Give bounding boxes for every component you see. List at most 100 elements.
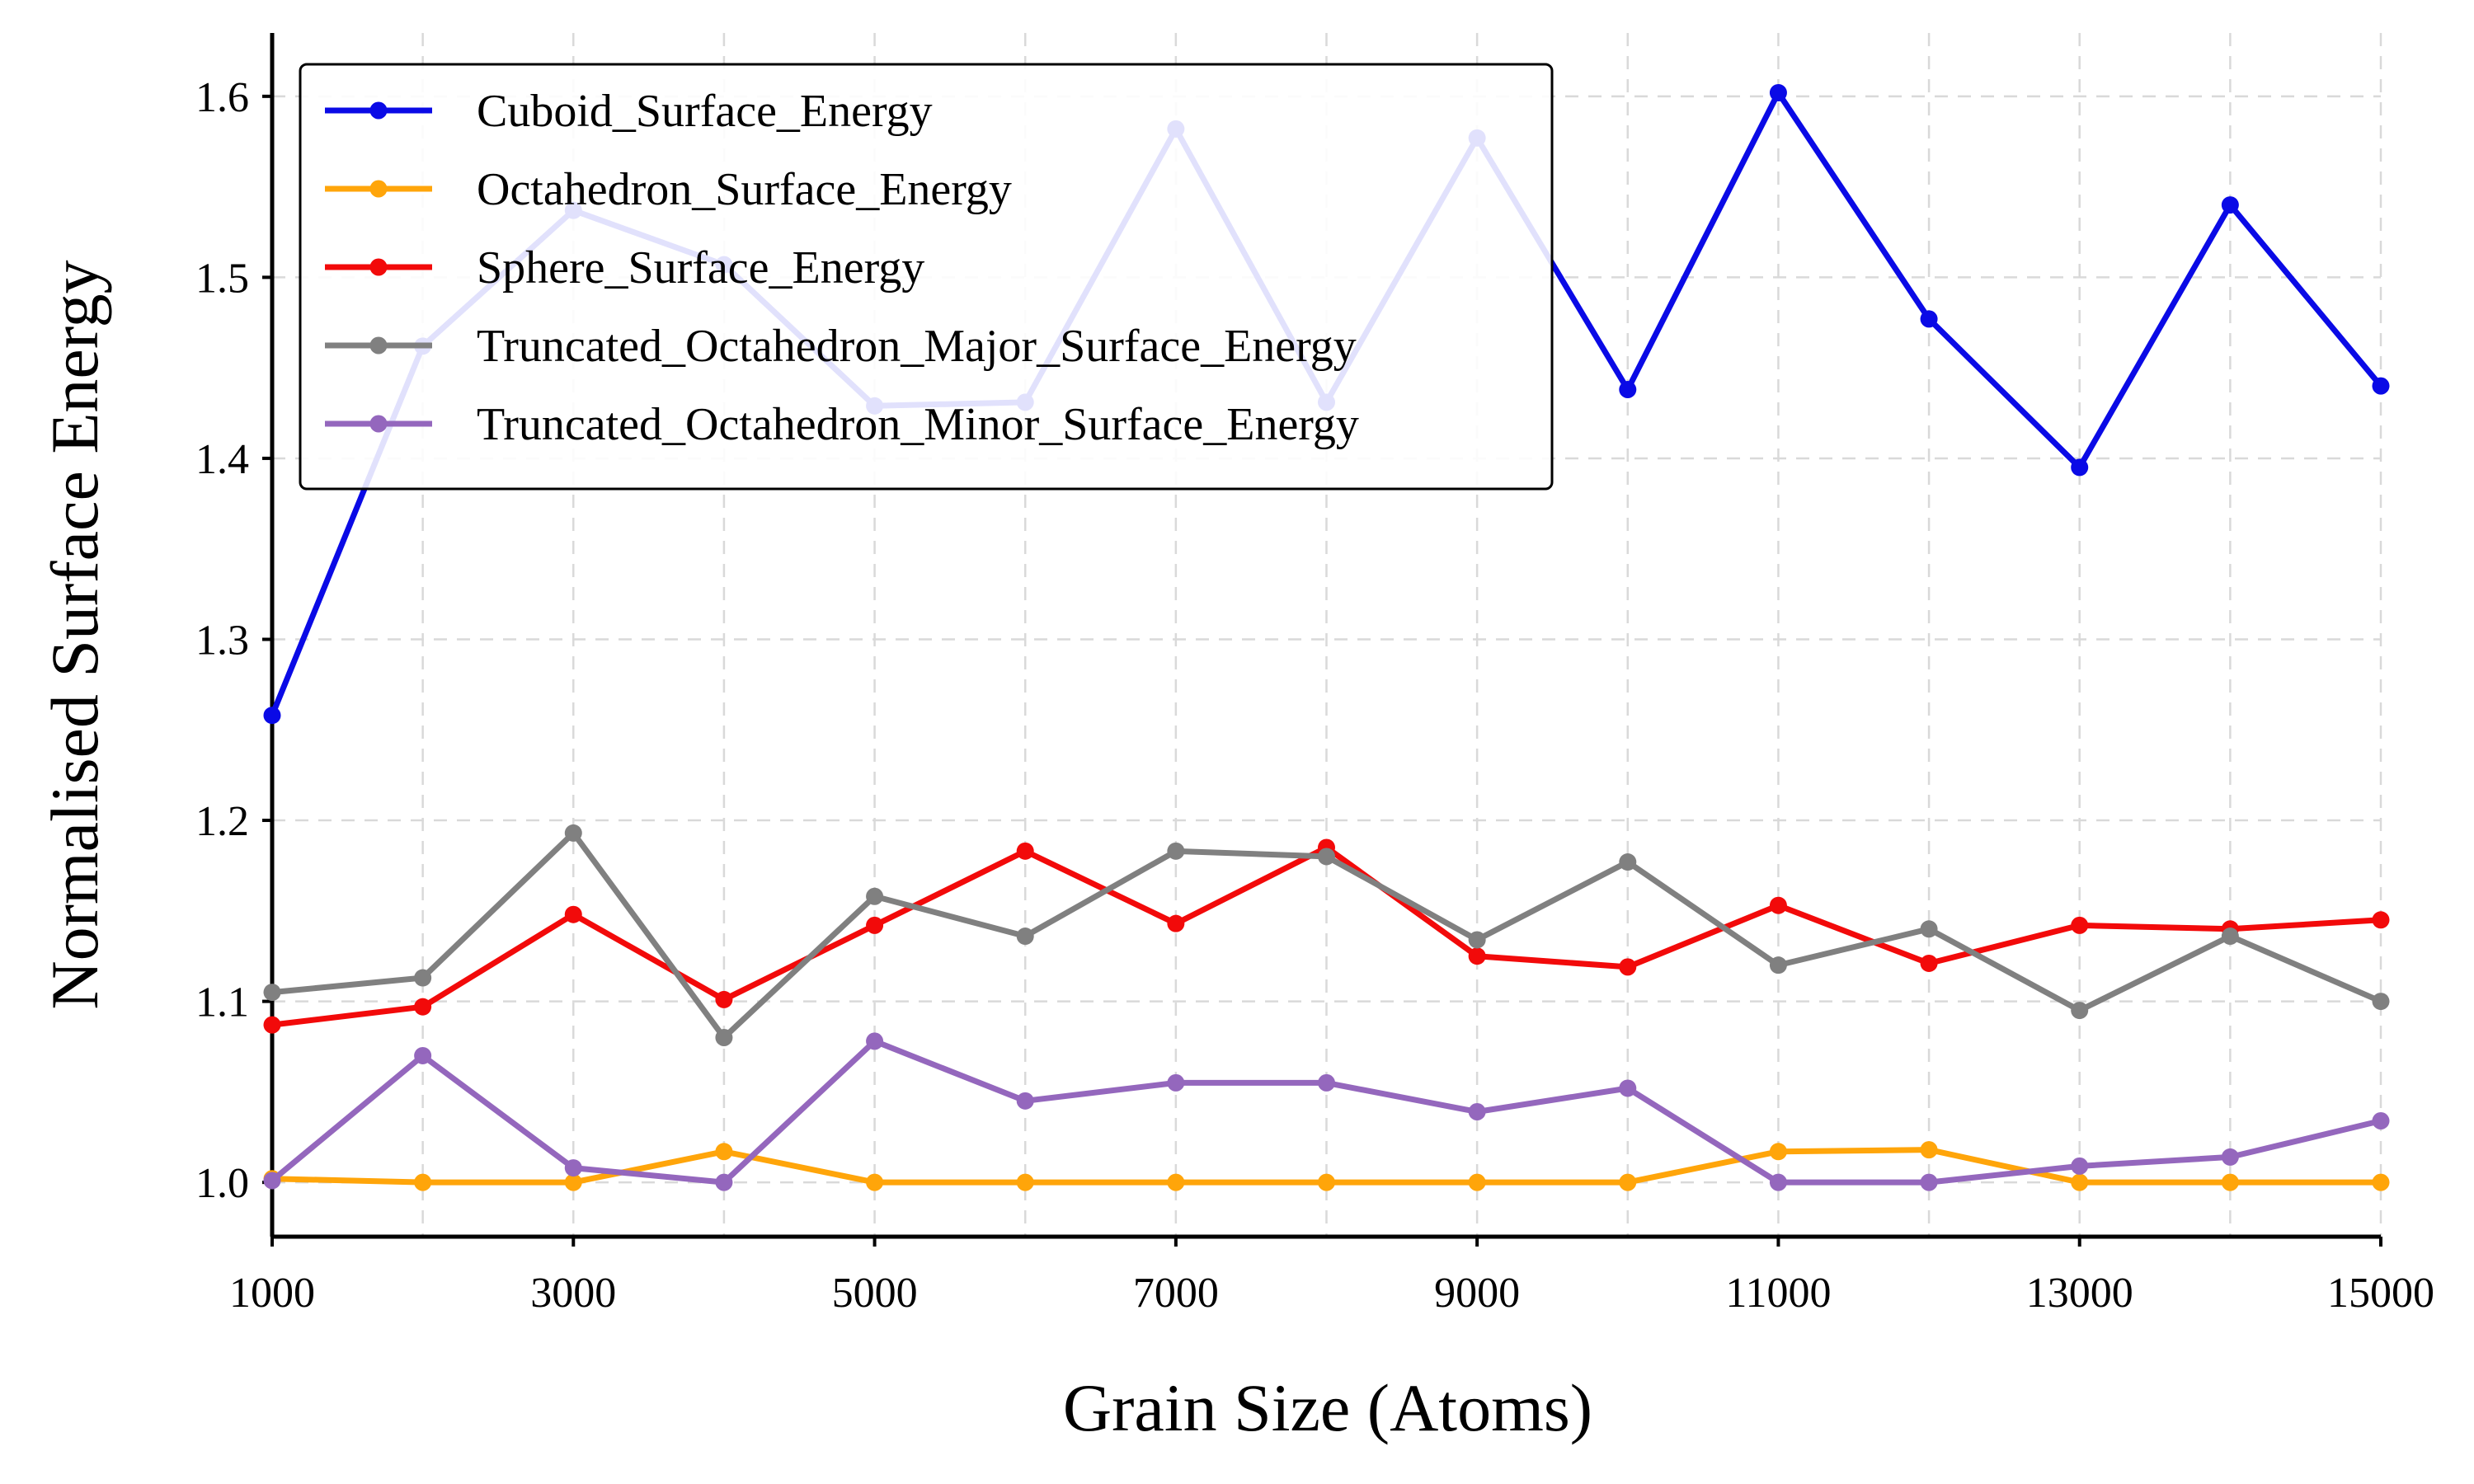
data-point [414,1046,432,1064]
data-point [414,1173,432,1191]
x-tick-label: 15000 [2327,1270,2434,1317]
data-point [2372,911,2390,929]
series-Truncated_Octahedron_Major_Surface_Energy [263,824,2390,1046]
data-point [1920,1173,1938,1191]
data-point [2071,1173,2089,1191]
data-point [1318,1073,1335,1092]
legend: Cuboid_Surface_Energy Octahedron_Surface_… [299,63,1554,491]
data-point [2071,1002,2089,1020]
data-point [2372,1173,2390,1191]
legend-item: Cuboid_Surface_Energy [325,86,933,137]
data-point [2071,916,2089,934]
legend-item: Truncated_Octahedron_Major_Surface_Energ… [325,321,1357,372]
data-point [866,1032,884,1050]
data-point [564,905,582,923]
data-point [1468,1103,1486,1121]
legend-item: Sphere_Surface_Energy [325,242,924,294]
legend-box [299,63,1554,491]
data-point [866,1173,884,1191]
data-point [263,707,281,725]
data-point [2372,1111,2390,1129]
data-point [1769,1173,1787,1191]
legend-label: Octahedron_Surface_Energy [477,164,1012,215]
data-point [1619,1079,1637,1097]
data-point [866,887,884,905]
data-point [564,1159,582,1177]
data-point [414,969,432,987]
x-tick-label: 5000 [832,1270,918,1317]
x-tick-label: 11000 [1725,1270,1831,1317]
data-point [1619,853,1637,871]
data-point [715,990,733,1008]
legend-swatch-marker [369,415,388,433]
data-point [1920,954,1938,972]
data-point [2221,928,2239,946]
data-point [2071,458,2089,477]
legend-swatch-marker [369,101,388,120]
data-point [1920,920,1938,938]
series-layer [263,83,2390,1191]
data-point [2372,993,2390,1011]
data-point [2221,196,2239,214]
data-point [2221,1148,2239,1166]
data-point [1468,1173,1486,1191]
data-point [1167,1073,1185,1092]
data-point [1016,842,1034,860]
data-point [1318,1173,1335,1191]
axes-layer [270,33,2381,1239]
x-tick-label: 1000 [229,1270,315,1317]
data-point [1769,83,1787,101]
y-tick-label: 1.2 [195,798,249,845]
data-point [2071,1157,2089,1175]
data-point [1619,381,1637,399]
y-tick-label: 1.5 [195,255,249,302]
data-point [2221,1173,2239,1191]
data-point [1016,1092,1034,1110]
data-point [564,1173,582,1191]
legend-label: Cuboid_Surface_Energy [477,86,933,137]
data-point [263,1016,281,1034]
y-axis-title: Normalised Surface Energy [37,260,112,1009]
data-point [1619,1173,1637,1191]
data-point [1016,928,1034,946]
y-tick-label: 1.6 [195,74,249,121]
legend-label: Truncated_Octahedron_Minor_Surface_Energ… [477,399,1359,450]
data-point [263,984,281,1002]
legend-swatch-marker [369,180,388,198]
data-point [715,1173,733,1191]
y-tick-label: 1.4 [195,436,249,483]
legend-swatch-marker [369,336,388,355]
data-point [1769,896,1787,914]
data-point [866,916,884,934]
data-point [1016,1173,1034,1191]
data-point [414,998,432,1016]
y-tick-label: 1.3 [195,617,249,664]
data-point [1468,947,1486,965]
legend-swatch-marker [369,258,388,276]
data-point [1167,842,1185,860]
data-point [1619,958,1637,976]
data-point [2372,377,2390,395]
data-point [1769,1143,1787,1161]
x-tick-label: 7000 [1133,1270,1219,1317]
legend-label: Truncated_Octahedron_Major_Surface_Energ… [477,321,1357,372]
data-point [1769,956,1787,974]
x-tick-label: 13000 [2026,1270,2133,1317]
data-point [1167,1173,1185,1191]
legend-label: Sphere_Surface_Energy [477,242,924,294]
data-point [715,1143,733,1161]
x-tick-label: 9000 [1434,1270,1520,1317]
series-line [269,1038,2384,1186]
data-point [564,824,582,842]
ticks-layer: 1000 3000 5000 7000 9000 11000 13000 15000 1.0 1.… [195,74,2434,1317]
data-point [1468,931,1486,949]
y-tick-label: 1.1 [195,979,249,1026]
data-point [1920,1141,1938,1159]
legend-item: Truncated_Octahedron_Minor_Surface_Energ… [325,399,1359,450]
series-Truncated_Octahedron_Minor_Surface_Energy [263,1032,2390,1191]
data-point [263,1172,281,1190]
legend-item: Octahedron_Surface_Energy [325,164,1012,215]
y-tick-label: 1.0 [195,1160,249,1207]
